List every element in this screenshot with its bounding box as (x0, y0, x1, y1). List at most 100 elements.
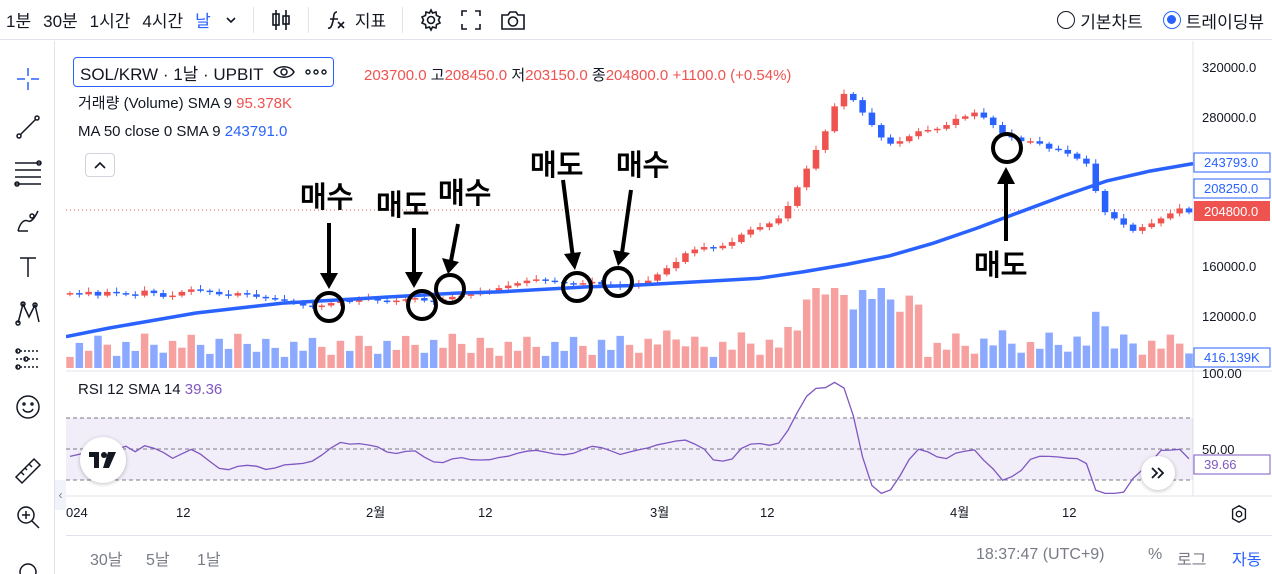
emoji-tool[interactable] (8, 387, 48, 427)
volume-bar (280, 356, 289, 368)
candles-icon (272, 9, 290, 30)
zoom-in-icon (17, 506, 40, 529)
candle (728, 242, 736, 246)
symbol-title[interactable]: SOL/KRW · 1날 · UPBIT (80, 64, 264, 84)
candle (896, 141, 904, 144)
more-tools[interactable] (8, 547, 48, 574)
volume-badge: 416.139K (1204, 350, 1260, 365)
candle (961, 116, 969, 119)
candle (989, 117, 997, 126)
volume-bar (830, 288, 839, 368)
chart-area[interactable]: 320000.0 280000.0 160000.0 120000.0 100.… (66, 41, 1272, 534)
percent-toggle[interactable]: % (1148, 546, 1163, 563)
candle (262, 296, 270, 299)
scroll-to-realtime-button[interactable] (1141, 456, 1175, 490)
ohlc-low: 203150.0 (525, 67, 588, 84)
volume-bar (224, 348, 233, 368)
ruler-tool[interactable] (8, 451, 48, 491)
candle (1045, 143, 1053, 149)
annotation-arrowheads (320, 167, 1015, 289)
candle (812, 149, 820, 169)
ma-badge: 243793.0 (1204, 155, 1258, 170)
chart-settings-button[interactable] (1228, 503, 1250, 530)
range-1d[interactable]: 1날 (197, 552, 221, 569)
collapse-toolbar-button[interactable]: ‹ (55, 480, 66, 510)
crosshair-tool[interactable] (8, 59, 48, 99)
timeframe-30m[interactable]: 30분 (43, 12, 78, 31)
rsi-legend[interactable]: RSI 12 SMA 14 39.36 (78, 381, 222, 398)
auto-toggle[interactable]: 자동 (1232, 552, 1262, 569)
smiley-icon (16, 395, 40, 419)
candle (122, 293, 130, 295)
chart-canvas[interactable]: 320000.0 280000.0 160000.0 120000.0 100.… (66, 41, 1272, 534)
volume-bar (168, 340, 177, 368)
text-icon (20, 257, 36, 277)
candle (1092, 163, 1100, 192)
rsi-badge: 39.66 (1204, 457, 1237, 472)
zoom-tool[interactable] (8, 497, 48, 537)
indicators-button[interactable]: 지표 (317, 7, 394, 32)
rsi-legend-value: 39.36 (184, 381, 223, 398)
volume-bar (429, 339, 438, 368)
brush-tool[interactable] (8, 201, 48, 241)
log-toggle[interactable]: 로그 (1177, 552, 1207, 569)
timeframe-1m[interactable]: 1분 (6, 12, 32, 31)
candle (570, 283, 577, 285)
volume-bar (355, 335, 363, 368)
fullscreen-button[interactable] (451, 8, 491, 32)
gear-icon (1231, 504, 1247, 524)
pattern-tool[interactable] (8, 293, 48, 333)
candle (253, 294, 260, 297)
volume-bar (457, 343, 466, 368)
eye-icon[interactable] (273, 64, 296, 80)
screenshot-button[interactable] (491, 8, 535, 32)
volume-bar (812, 288, 820, 368)
timeframe-dropdown-button[interactable] (217, 14, 245, 26)
timeframe-day[interactable]: 날 (195, 12, 211, 31)
candle (76, 293, 83, 295)
ohlc-values: 203700.0 고208450.0 저203150.0 종204800.0 +… (364, 64, 791, 85)
candle (1055, 148, 1062, 151)
text-tool[interactable] (8, 247, 48, 287)
candle (682, 253, 689, 262)
volume-legend[interactable]: 거래량 (Volume) SMA 9 95.378K (78, 92, 292, 113)
volume-legend-label: 거래량 (Volume) SMA 9 (78, 95, 232, 112)
volume-bar (504, 341, 513, 368)
trendline-tool[interactable] (8, 107, 48, 147)
mode-tradingview[interactable]: 트레이딩뷰 (1155, 8, 1272, 33)
time-label: 4월 (950, 505, 969, 520)
volume-bar (1147, 340, 1156, 368)
ma-legend[interactable]: MA 50 close 0 SMA 9 243791.0 (78, 123, 287, 140)
fib-tool[interactable] (8, 153, 48, 193)
price-badges: 243793.0 208250.0 204800.0 416.139K 39.6… (1193, 152, 1271, 475)
arrowhead (564, 252, 581, 270)
volume-bar (513, 350, 522, 368)
time-axis: 024 12 2월 12 3월 12 4월 12 (66, 505, 1076, 520)
ohlc-open: 203700.0 (364, 67, 427, 84)
tradingview-logo[interactable] (80, 437, 126, 483)
candle (187, 289, 195, 292)
mode-basic-chart[interactable]: 기본차트 (1049, 8, 1151, 33)
timeframe-4h[interactable]: 4시간 (142, 12, 184, 31)
timeframe-1h[interactable]: 1시간 (89, 12, 131, 31)
volume-bar (896, 311, 904, 368)
volume-bar (700, 346, 708, 368)
range-5d[interactable]: 5날 (146, 552, 170, 569)
annotation-circle (313, 291, 345, 323)
candle (1111, 212, 1118, 219)
range-30d[interactable]: 30날 (90, 552, 123, 569)
symbol-box[interactable]: SOL/KRW · 1날 · UPBIT (73, 57, 335, 87)
more-icon[interactable] (305, 69, 328, 75)
collapse-legend-button[interactable] (85, 153, 115, 177)
candle (542, 279, 549, 281)
clock[interactable]: 18:37:47 (UTC+9) (976, 546, 1105, 563)
volume-bar (579, 345, 587, 368)
forecast-tool[interactable] (8, 339, 48, 379)
mode-tradingview-label: 트레이딩뷰 (1185, 12, 1264, 32)
settings-button[interactable] (411, 7, 451, 32)
candle-type-button[interactable] (262, 8, 300, 32)
last-badge-box (1194, 201, 1270, 221)
volume-bar (243, 343, 251, 368)
volume-bar (271, 347, 279, 368)
candle (859, 100, 866, 113)
